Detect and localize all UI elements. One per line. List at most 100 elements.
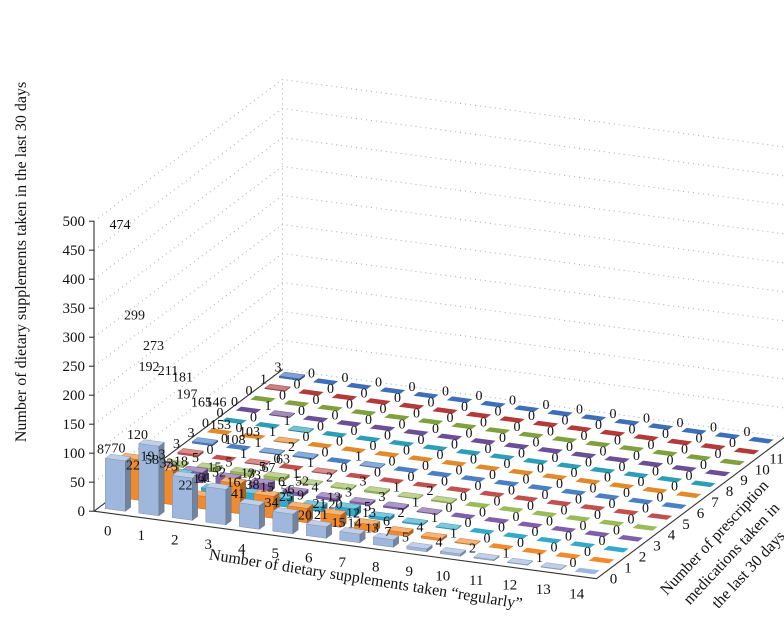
bar-top <box>278 371 306 380</box>
data-label: 0 <box>408 470 415 485</box>
data-label: 0 <box>623 486 630 501</box>
bar-front <box>205 486 227 526</box>
bar-top <box>287 425 315 433</box>
data-label: 0 <box>696 432 703 447</box>
bar-floor-tile <box>565 515 591 522</box>
bar <box>311 467 338 476</box>
bar-top <box>506 557 534 565</box>
bar-floor-tile <box>422 444 448 452</box>
data-label: 3 <box>360 475 367 490</box>
data-label: 0 <box>552 451 559 466</box>
data-label: 0 <box>590 482 597 497</box>
bar-floor-tile <box>379 387 406 394</box>
bar-floor-tile <box>599 429 626 437</box>
bar-floor-tile <box>604 456 630 463</box>
bar-top <box>420 531 448 539</box>
bar <box>282 486 309 497</box>
bar <box>273 436 300 445</box>
bar-floor-tile <box>350 409 377 416</box>
data-label: 0 <box>418 433 425 448</box>
bar-top <box>454 537 481 546</box>
data-label: 0 <box>389 455 396 470</box>
bar-floor-tile <box>340 446 367 453</box>
bar-top <box>263 471 290 479</box>
bar-floor-tile <box>637 460 664 468</box>
data-label: 146 <box>206 396 227 411</box>
y-tick-label: 11 <box>769 451 783 467</box>
bar-floor-tile <box>555 552 581 559</box>
bar-floor-tile <box>733 447 760 455</box>
bar-floor-tile <box>479 490 505 498</box>
bar-floor-tile <box>499 416 525 423</box>
bar-floor-tile <box>302 415 329 423</box>
data-label: 6 <box>278 475 285 490</box>
bar-floor-tile <box>666 438 693 446</box>
bar-floor-tile <box>484 427 511 434</box>
bar-floor-tile <box>493 479 520 487</box>
bar-top <box>273 436 300 444</box>
y-tick-label: 2 <box>639 549 647 565</box>
z-tick-label: 300 <box>63 330 86 346</box>
bar-floor-tile <box>489 453 515 461</box>
bar-top <box>320 508 347 516</box>
data-label: 22 <box>126 458 140 473</box>
bar-floor-tile <box>378 477 405 484</box>
bar-floor-tile <box>547 409 573 417</box>
bar-floor-tile <box>426 470 453 478</box>
bar-floor-tile <box>225 443 252 451</box>
data-label: 0 <box>399 417 406 432</box>
bar-floor-tile <box>632 524 658 531</box>
bar-floor-tile <box>235 406 262 414</box>
bar <box>138 439 165 517</box>
data-label: 0 <box>428 396 435 411</box>
bar-top <box>292 451 319 459</box>
bar-floor-tile <box>374 450 400 458</box>
data-label: 13 <box>327 491 341 506</box>
data-label: 0 <box>610 407 617 422</box>
data-label: 0 <box>528 409 535 424</box>
bar-floor-tile <box>312 378 339 385</box>
bar <box>382 501 410 511</box>
bar-floor-tile <box>503 442 530 450</box>
bar <box>287 425 315 434</box>
y-tick-label: 6 <box>697 506 705 522</box>
bar-floor-tile <box>250 395 276 403</box>
data-label: 21 <box>313 497 327 512</box>
bar <box>205 482 232 526</box>
data-label: 0 <box>629 423 636 438</box>
data-label: 299 <box>124 309 145 324</box>
data-label: 0 <box>470 453 477 468</box>
data-label: 18 <box>174 454 188 469</box>
bar <box>191 437 219 447</box>
bar-top <box>311 467 338 475</box>
bar-top <box>219 476 247 485</box>
data-label: 1 <box>393 480 400 495</box>
data-label: 0 <box>604 471 611 486</box>
data-label: 0 <box>561 503 568 518</box>
bar-top <box>305 519 333 527</box>
data-label: 0 <box>509 394 516 409</box>
bar-floor-tile <box>556 462 582 470</box>
data-label: 15 <box>260 481 274 496</box>
x-tick-label: 12 <box>502 577 517 593</box>
bar-floor-tile <box>527 484 553 491</box>
bar-floor-tile <box>647 423 674 430</box>
bar-floor-tile <box>633 434 659 441</box>
data-label: 0 <box>504 457 511 472</box>
bar-floor-tile <box>585 440 611 448</box>
data-label: 0 <box>609 497 616 512</box>
data-label: 153 <box>210 418 231 433</box>
bar-floor-tile <box>546 499 572 507</box>
bar-top <box>171 471 199 479</box>
bar-floor-tile <box>413 391 439 399</box>
bar-floor-tile <box>618 445 645 452</box>
bar-top <box>368 511 395 519</box>
bar-floor-tile <box>355 435 381 443</box>
data-label: 5 <box>192 451 199 466</box>
data-label: 0 <box>494 494 501 509</box>
bar-floor-tile <box>574 567 600 575</box>
bar-floor-tile <box>331 393 358 401</box>
data-label: 4 <box>436 536 443 551</box>
data-label: 13 <box>241 466 255 481</box>
bar-floor-tile <box>441 459 467 467</box>
